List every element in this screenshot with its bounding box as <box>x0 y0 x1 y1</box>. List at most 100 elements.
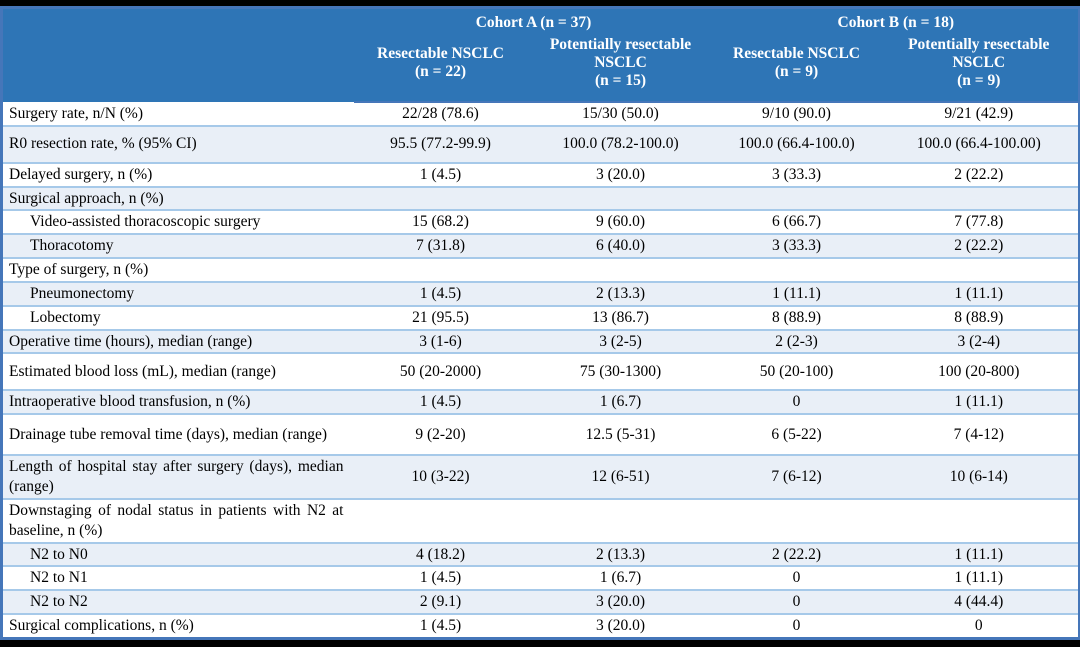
table-row: Thoracotomy 7 (31.8) 6 (40.0) 3 (33.3) 2… <box>1 233 1080 259</box>
value-cell-cohort-a-potentially-resectable: 75 (30-1300) <box>527 352 714 391</box>
corner-header-cell <box>1 7 354 102</box>
row-label: Surgery rate, n/N (%) <box>9 104 144 122</box>
row-label-cell: Video-assisted thoracoscopic surgery <box>1 209 354 235</box>
row-label: Length of hospital stay after surgery (d… <box>9 458 344 496</box>
value-cell-cohort-a-potentially-resectable: 1 (6.7) <box>527 565 714 591</box>
row-label-cell: Estimated blood loss (mL), median (range… <box>1 352 354 391</box>
table-row: N2 to N1 1 (4.5) 1 (6.7) 0 1 (11.1) <box>1 565 1080 591</box>
column-header-cohort-b-potentially-resectable: Potentially resectable NSCLC (n = 9) <box>879 32 1080 103</box>
value-cell-cohort-b-resectable: 0 <box>713 613 880 639</box>
value-cell-cohort-a-resectable: 21 (95.5) <box>353 304 528 330</box>
row-label: Lobectomy <box>30 308 101 326</box>
value-cell-cohort-a-potentially-resectable: 13 (86.7) <box>527 304 714 330</box>
value-cell-cohort-b-potentially-resectable: 0 <box>879 613 1080 639</box>
column-n: (n = 9) <box>957 71 1001 89</box>
row-label-cell: Delayed surgery, n (%) <box>1 161 354 187</box>
row-label: Drainage tube removal time (days), media… <box>9 425 328 443</box>
table-row: Surgical complications, n (%) 1 (4.5) 3 … <box>1 613 1080 639</box>
column-n: (n = 15) <box>594 71 647 89</box>
table-row: Downstaging of nodal status in patients … <box>1 497 1080 543</box>
row-label: N2 to N2 <box>30 593 88 611</box>
value-cell-cohort-b-resectable: 1 (11.1) <box>713 280 880 306</box>
row-label: N2 to N0 <box>30 545 88 563</box>
column-n: (n = 22) <box>414 62 467 80</box>
value-cell-cohort-a-resectable: 7 (31.8) <box>353 233 528 259</box>
value-cell-cohort-a-resectable <box>353 257 528 282</box>
value-cell-cohort-a-resectable: 22/28 (78.6) <box>402 105 479 122</box>
value-cell-cohort-b-potentially-resectable <box>879 185 1080 211</box>
value-cell-cohort-b-resectable <box>713 185 880 211</box>
column-title: Resectable NSCLC <box>377 44 504 62</box>
value-cell-cohort-a-potentially-resectable <box>527 497 714 543</box>
row-label: Intraoperative blood transfusion, n (%) <box>9 393 251 411</box>
value-cell-cohort-b-potentially-resectable: 1 (11.1) <box>879 565 1080 591</box>
value-cell-cohort-b-potentially-resectable <box>879 257 1080 282</box>
row-label-cell: Length of hospital stay after surgery (d… <box>1 454 354 499</box>
row-label-cell: Surgical complications, n (%) <box>1 613 354 639</box>
value-cell-cohort-a-potentially-resectable <box>527 257 714 282</box>
value-cell-cohort-a-resectable: 95.5 (77.2-99.9) <box>353 124 528 163</box>
column-header-cohort-b-resectable: Resectable NSCLC (n = 9) <box>713 32 880 103</box>
cohort-b-header: Cohort B (n = 18) <box>713 7 1080 32</box>
column-n: (n = 9) <box>774 62 819 80</box>
value-cell-cohort-a-potentially-resectable: 12 (6-51) <box>527 454 714 499</box>
row-label: R0 resection rate, % (95% CI) <box>9 135 197 153</box>
value-cell-cohort-b-potentially-resectable: 3 (2-4) <box>879 328 1080 354</box>
table-row: R0 resection rate, % (95% CI) 95.5 (77.2… <box>1 124 1080 163</box>
value-cell-cohort-b-potentially-resectable: 100 (20-800) <box>879 352 1080 391</box>
row-label-cell: Downstaging of nodal status in patients … <box>1 497 354 543</box>
column-header-cohort-a-resectable: Resectable NSCLC (n = 22) <box>353 32 528 103</box>
row-label-cell: Pneumonectomy <box>1 280 354 306</box>
row-label-cell: Surgical approach, n (%) <box>1 185 354 211</box>
column-header-cohort-a-potentially-resectable: Potentially resectable NSCLC (n = 15) <box>527 32 714 103</box>
value-cell-cohort-a-resectable: 3 (1-6) <box>353 328 528 354</box>
value-cell-cohort-b-potentially-resectable: 7 (77.8) <box>879 209 1080 235</box>
value-cell-cohort-b-potentially-resectable: 1 (11.1) <box>879 541 1080 567</box>
value-cell-cohort-a-resectable: 15 (68.2) <box>353 209 528 235</box>
row-label: Surgical approach, n (%) <box>9 189 164 207</box>
row-label-cell: N2 to N0 <box>1 541 354 567</box>
value-cell-cohort-a-potentially-resectable: 3 (2-5) <box>527 328 714 354</box>
value-cell-cohort-b-resectable: 50 (20-100) <box>713 352 880 391</box>
column-header-row: Resectable NSCLC (n = 22) Potentially re… <box>2 32 1080 103</box>
value-cell-cohort-a-potentially-resectable: 2 (13.3) <box>527 541 714 567</box>
value-cell-cohort-b-potentially-resectable: 2 (22.2) <box>879 161 1080 187</box>
column-title: Potentially resectable NSCLC <box>908 35 1050 71</box>
value-cell-cohort-b-resectable: 100.0 (66.4-100.0) <box>713 124 880 163</box>
value-cell-cohort-b-resectable: 3 (33.3) <box>713 161 880 187</box>
row-label: Pneumonectomy <box>30 284 135 302</box>
value-cell-cohort-a-resectable: 1 (4.5) <box>353 613 528 639</box>
table-row: Length of hospital stay after surgery (d… <box>1 454 1080 499</box>
row-label-cell: R0 resection rate, % (95% CI) <box>1 124 354 163</box>
table-row: Drainage tube removal time (days), media… <box>1 413 1080 456</box>
row-label: Delayed surgery, n (%) <box>9 165 153 183</box>
value-cell-cohort-b-resectable: 6 (66.7) <box>713 209 880 235</box>
row-label-cell: Lobectomy <box>1 304 354 330</box>
table-row: Video-assisted thoracoscopic surgery 15 … <box>1 209 1080 235</box>
row-label-cell: N2 to N2 <box>1 589 354 615</box>
cohort-header-row: Cohort A (n = 37) Cohort B (n = 18) <box>1 7 1080 102</box>
value-cell-cohort-b-resectable: 0 <box>713 565 880 591</box>
table-header: Cohort A (n = 37) Cohort B (n = 18) Rese… <box>1 7 1080 103</box>
value-cell-cohort-a-resectable: 10 (3-22) <box>353 454 528 499</box>
value-cell-cohort-a-potentially-resectable: 15/30 (50.0) <box>582 105 659 122</box>
table-row: N2 to N2 2 (9.1) 3 (20.0) 0 4 (44.4) <box>1 589 1080 615</box>
row-label: Downstaging of nodal status in patients … <box>9 501 344 539</box>
value-cell-cohort-b-potentially-resectable: 7 (4-12) <box>879 413 1080 456</box>
table-row: Operative time (hours), median (range) 3… <box>1 328 1080 354</box>
value-cell-cohort-a-resectable: 4 (18.2) <box>353 541 528 567</box>
row-label-cell: Operative time (hours), median (range) <box>1 328 354 354</box>
value-cell-cohort-a-potentially-resectable <box>527 185 714 211</box>
surgical-outcomes-table: Cohort A (n = 37) Cohort B (n = 18) Rese… <box>0 6 1080 640</box>
value-cell-cohort-a-potentially-resectable: 3 (20.0) <box>527 613 714 639</box>
value-cell-cohort-b-potentially-resectable: 4 (44.4) <box>879 589 1080 615</box>
value-cell-cohort-b-potentially-resectable <box>879 497 1080 543</box>
table-body: Surgery rate, n/N (%) 22/28 (78.6) 15/30… <box>1 102 1080 639</box>
bottom-border-bar <box>0 639 1080 647</box>
column-title: Potentially resectable NSCLC <box>549 35 692 71</box>
value-cell-cohort-a-resectable: 9 (2-20) <box>353 413 528 456</box>
value-cell-cohort-a-potentially-resectable: 100.0 (78.2-100.0) <box>527 124 714 163</box>
row-label: Estimated blood loss (mL), median (range… <box>9 363 276 381</box>
row-label: Video-assisted thoracoscopic surgery <box>30 213 261 231</box>
table-row: Estimated blood loss (mL), median (range… <box>1 352 1080 391</box>
